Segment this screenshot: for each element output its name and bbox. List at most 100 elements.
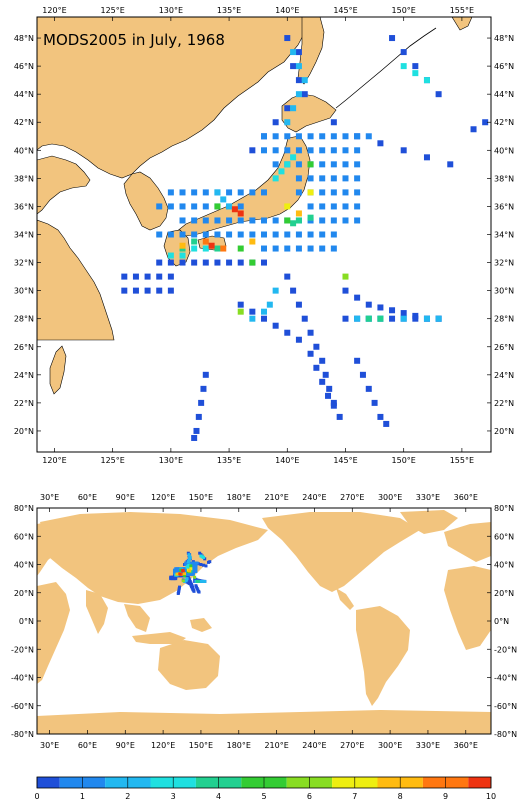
observation-cell [284,231,291,238]
observation-cell [342,175,349,182]
observation-cell [202,371,209,378]
colorbar-label: 1 [80,792,85,801]
observation-cell [371,399,378,406]
observation-cell [193,427,200,434]
world-observation-cell [201,555,205,559]
world-lat-label-right: 20°N [494,589,514,598]
observation-cell [365,133,372,140]
world-observation-cell [187,563,191,567]
lat-label-right: 36°N [494,202,514,211]
world-lat-label-right: 0°N [494,617,509,626]
observation-cell [179,259,186,266]
world-lon-label-top: 180°E [227,493,251,502]
observation-cell [202,217,209,224]
observation-cell [284,217,291,224]
observation-cell [400,310,407,317]
observation-cell [342,217,349,224]
observation-cell [322,371,329,378]
observation-cell [354,175,361,182]
observation-cell [237,308,244,315]
world-lat-label-right: 40°N [494,561,514,570]
observation-cell [237,217,244,224]
observation-cell [290,49,297,56]
observation-cell [214,203,221,210]
observation-cell [167,287,174,294]
observation-cell [383,420,390,427]
observation-cell [226,217,233,224]
world-observation-cell [176,591,180,595]
world-lat-label-right: -20°N [494,645,517,654]
observation-cell [307,161,314,168]
observation-cell [307,329,314,336]
colorbar-swatch [59,777,83,788]
observation-cell [226,231,233,238]
observation-cell [330,133,337,140]
observation-cell [342,147,349,154]
observation-cell [295,217,302,224]
regional-map-axes: 120°E 120°E 125°E 125°E 130°E 130°E 135°E 135°E… [14,6,514,465]
world-observation-cell [195,561,199,565]
observation-cell [249,147,256,154]
world-lat-label-left: -40°N [11,674,34,683]
observation-cell [261,231,267,238]
colorbar-swatch [422,777,446,788]
world-observation-cell [181,569,185,573]
lat-label-right: 24°N [494,371,514,380]
observation-cell [301,77,308,84]
observation-cell [307,245,314,252]
world-observation-cell [203,579,207,583]
observation-cell [423,154,430,161]
world-observation-cell [194,568,198,572]
observation-cell [261,308,267,315]
observation-cell [144,273,151,280]
world-lon-label-top: 30°E [40,493,59,502]
observation-cell [278,168,285,175]
observation-cell [423,315,430,322]
world-lat-label-left: -20°N [11,645,34,654]
observation-cell [295,231,302,238]
world-lon-label-top: 60°E [78,493,97,502]
observation-cell [313,364,320,371]
observation-cell [202,189,209,196]
colorbar-labels: 0 1 2 3 4 5 6 7 8 9 10 [34,777,496,801]
lat-label-right: 40°N [494,146,514,155]
observation-cell [482,119,489,126]
observation-cell [307,350,314,357]
observation-cell [208,242,215,249]
world-observation-cell [175,572,179,576]
observation-cell [214,259,221,266]
observation-cell [202,245,209,252]
world-lon-label-top: 330°E [416,493,440,502]
observation-cell [400,315,407,322]
observation-cell [237,189,244,196]
lat-label-left: 20°N [14,427,34,436]
observation-cell [214,217,221,224]
observation-cell [261,217,267,224]
observation-cell [272,147,279,154]
observation-cell [167,273,174,280]
lon-label-top: 125°E [101,6,125,15]
colorbar-label: 5 [261,792,266,801]
observation-cell [330,119,337,126]
observation-cell [307,203,314,210]
colorbar-swatch [241,777,264,788]
observation-cell [342,273,349,280]
colorbar-swatch [105,777,128,788]
world-lat-label-right: 80°N [494,504,514,513]
world-lon-label-top: 90°E [116,493,135,502]
lat-label-right: 30°N [494,287,514,296]
observation-cell [342,133,349,140]
world-lat-label-left: -80°N [11,730,34,739]
lon-label-top: 145°E [333,6,357,15]
observation-cell [435,91,442,98]
world-lon-label-bottom: 60°E [78,741,97,750]
observation-cell [249,259,256,266]
world-observation-cell [199,563,203,566]
lat-label-right: 46°N [494,62,514,71]
observation-cell [354,357,361,364]
lat-label-left: 24°N [14,371,34,380]
world-lon-label-bottom: 330°E [416,741,440,750]
lat-label-left: 48°N [14,34,34,43]
world-lon-label-top: 300°E [378,493,402,502]
